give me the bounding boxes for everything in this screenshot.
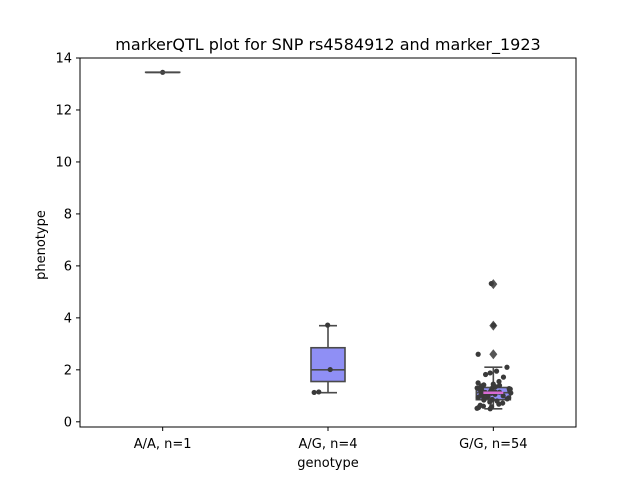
data-point [504, 364, 510, 370]
data-point [496, 378, 502, 385]
y-tick-label: 8 [64, 207, 72, 222]
data-point [496, 382, 503, 389]
data-point [316, 389, 322, 395]
data-point [474, 405, 480, 411]
data-point [475, 351, 481, 357]
data-point [496, 401, 502, 407]
y-tick-label: 4 [64, 311, 72, 326]
data-point [327, 366, 333, 373]
data-point [475, 394, 481, 400]
data-point [504, 396, 510, 402]
y-tick-label: 14 [55, 52, 72, 67]
y-axis-label: phenotype [34, 210, 49, 280]
x-axis-label: genotype [297, 456, 358, 471]
data-point [480, 403, 486, 409]
y-tick-label: 10 [55, 155, 72, 170]
outlier-marker [489, 349, 498, 360]
data-point [500, 393, 506, 399]
data-point [487, 406, 493, 412]
data-point [500, 374, 507, 380]
data-point [487, 399, 493, 405]
plot-frame [79, 57, 577, 428]
data-point [311, 389, 317, 396]
data-point [487, 370, 493, 376]
data-point [481, 397, 487, 403]
chart-title: markerQTL plot for SNP rs4584912 and mar… [115, 35, 540, 55]
data-point [508, 390, 514, 396]
y-tick-label: 0 [64, 415, 72, 430]
x-tick-label: A/A, n=1 [134, 437, 192, 452]
x-tick-label: G/G, n=54 [459, 437, 527, 452]
data-point [485, 394, 491, 400]
data-point [493, 368, 500, 374]
data-point [482, 371, 489, 378]
y-tick-label: 6 [64, 259, 72, 274]
x-tick-label: A/G, n=4 [298, 437, 357, 452]
data-point [325, 322, 331, 328]
box-body [310, 346, 346, 383]
data-point [488, 280, 494, 287]
data-point [490, 322, 497, 328]
y-tick-label: 12 [55, 103, 72, 118]
chart-marks: 0 2 4 6 8 10 12 14 A/A, n=1 A/G, n=4 G/G, n=54 [55, 52, 527, 453]
y-tick-label: 2 [64, 363, 72, 378]
